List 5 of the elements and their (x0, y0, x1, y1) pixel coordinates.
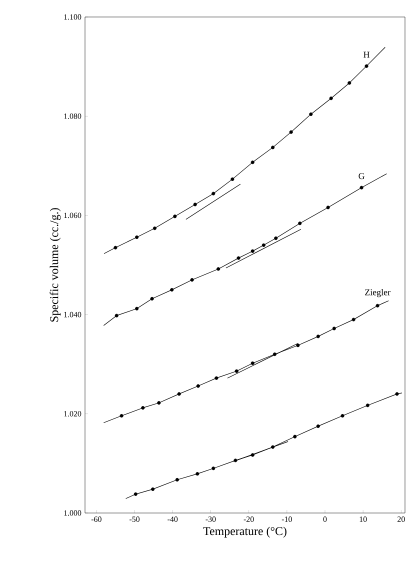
x-axis-title: Temperature (°C) (203, 526, 286, 538)
y-axis-title: Specific volume (cc./g.) (50, 208, 61, 322)
series-label: H (364, 52, 370, 58)
series-label: Ziegler (365, 289, 390, 298)
series-label: G (358, 173, 365, 180)
